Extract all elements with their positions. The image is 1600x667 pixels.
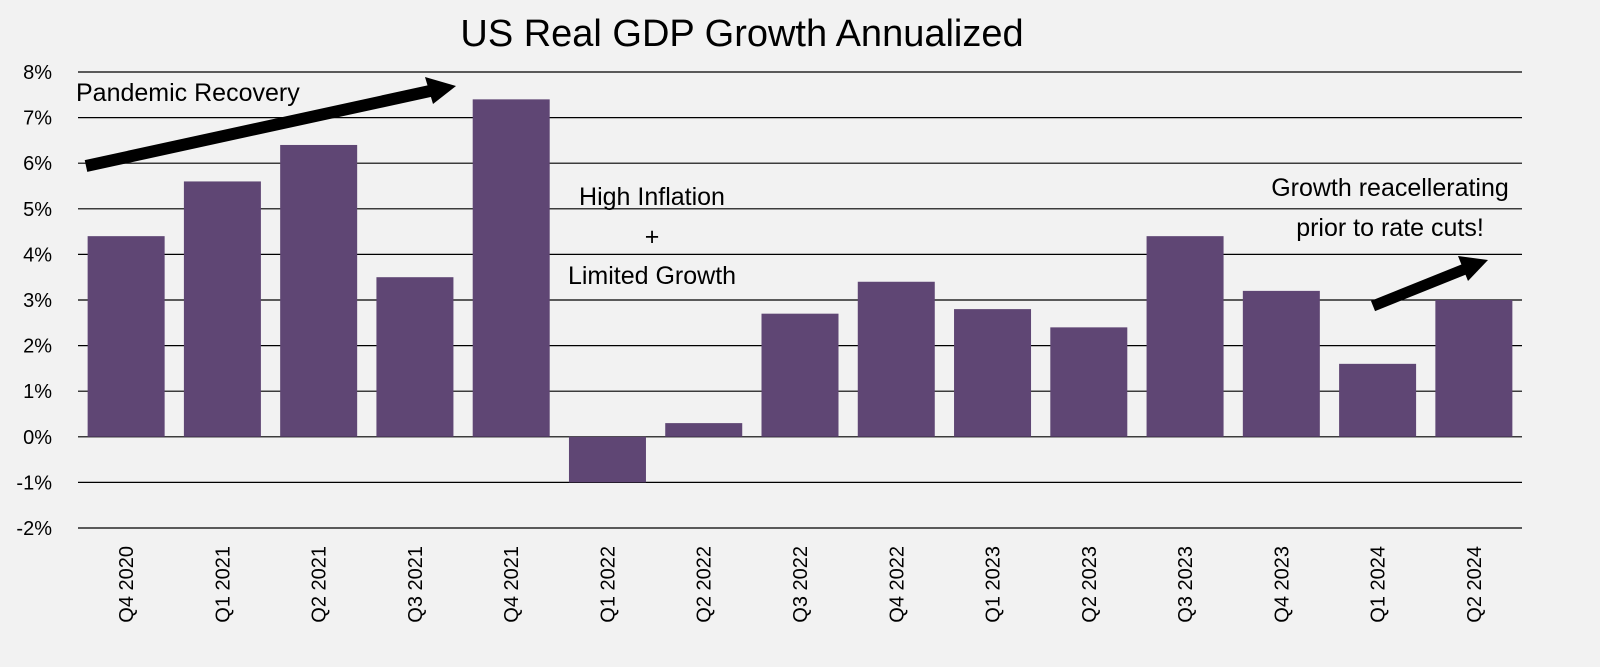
annotation-high-inflation: High Inflation — [579, 183, 725, 211]
y-axis-ticks: 8% 7% 6% 5% 4% 3% 2% 1% 0% -1% -2% — [16, 62, 52, 540]
y-tick-label: 7% — [23, 108, 52, 130]
chart-title: US Real GDP Growth Annualized — [460, 13, 1023, 55]
x-tick-label: Q4 2022 — [886, 546, 908, 623]
bar-q4-2020 — [87, 236, 165, 437]
bar-q2-2022 — [665, 423, 743, 437]
y-tick-label: -1% — [16, 472, 52, 494]
bars — [87, 99, 1513, 483]
y-tick-label: 5% — [23, 199, 52, 221]
bar-q3-2021 — [376, 277, 454, 437]
x-axis-ticks: Q4 2020 Q1 2021 Q2 2021 Q3 2021 Q4 2021 Q1 20… — [116, 546, 1486, 623]
y-tick-label: 4% — [23, 244, 52, 266]
bar-q1-2022 — [568, 436, 646, 483]
bar-q2-2024 — [1435, 300, 1513, 437]
x-tick-label: Q2 2021 — [309, 546, 331, 623]
annotation-growth-reaccelerating: Growth reacellerating — [1271, 174, 1509, 202]
arrow-growth-reaccelerating — [1370, 256, 1488, 312]
annotation-prior-to-rate-cuts: prior to rate cuts! — [1296, 214, 1484, 242]
annotation-pandemic-recovery: Pandemic Recovery — [76, 79, 300, 107]
bar-q1-2021 — [183, 181, 261, 437]
x-tick-label: Q3 2023 — [1175, 546, 1197, 623]
x-tick-label: Q3 2022 — [790, 546, 812, 623]
annotation-limited-growth: Limited Growth — [568, 262, 736, 290]
x-tick-label: Q4 2021 — [501, 546, 523, 623]
y-tick-label: 8% — [23, 62, 52, 84]
x-tick-label: Q1 2022 — [597, 546, 619, 623]
x-tick-label: Q3 2021 — [405, 546, 427, 623]
y-tick-label: 3% — [23, 290, 52, 312]
bar-q2-2021 — [280, 144, 358, 437]
y-tick-label: 2% — [23, 336, 52, 358]
bar-q1-2024 — [1339, 363, 1417, 437]
x-tick-label: Q1 2023 — [983, 546, 1005, 623]
y-tick-label: -2% — [16, 518, 52, 540]
x-tick-label: Q4 2020 — [116, 546, 138, 623]
x-tick-label: Q2 2024 — [1464, 546, 1486, 623]
arrow-pandemic-recovery — [84, 77, 456, 172]
x-tick-label: Q4 2023 — [1271, 546, 1293, 623]
x-tick-label: Q1 2021 — [212, 546, 234, 623]
bar-q1-2023 — [954, 309, 1032, 437]
annotation-plus: + — [645, 223, 660, 251]
x-tick-label: Q2 2023 — [1079, 546, 1101, 623]
bar-q4-2022 — [857, 281, 935, 437]
x-tick-label: Q1 2024 — [1368, 546, 1390, 623]
bar-q4-2021 — [472, 99, 550, 437]
bar-q4-2023 — [1242, 290, 1320, 437]
x-tick-label: Q2 2022 — [694, 546, 716, 623]
y-tick-label: 6% — [23, 153, 52, 175]
y-tick-label: 0% — [23, 427, 52, 449]
bar-q3-2023 — [1146, 236, 1224, 437]
bar-q2-2023 — [1050, 327, 1128, 437]
y-tick-label: 1% — [23, 381, 52, 403]
bar-q3-2022 — [761, 313, 839, 437]
